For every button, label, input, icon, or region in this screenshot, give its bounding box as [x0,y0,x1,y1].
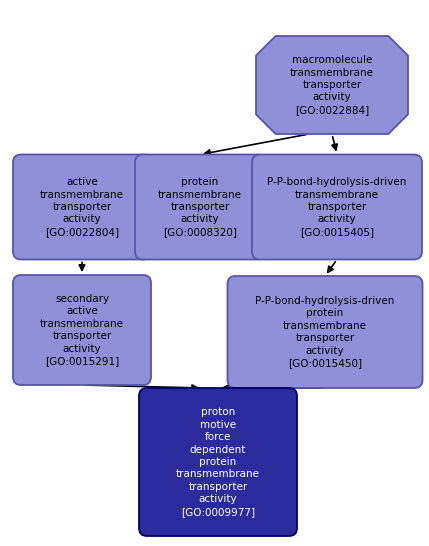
FancyBboxPatch shape [13,155,151,259]
Text: proton
motive
force
dependent
protein
transmembrane
transporter
activity
[GO:000: proton motive force dependent protein tr… [176,407,260,517]
Text: protein
transmembrane
transporter
activity
[GO:0008320]: protein transmembrane transporter activi… [158,177,242,237]
Text: P-P-bond-hydrolysis-driven
protein
transmembrane
transporter
activity
[GO:001545: P-P-bond-hydrolysis-driven protein trans… [255,296,395,368]
FancyBboxPatch shape [227,276,423,388]
Text: P-P-bond-hydrolysis-driven
transmembrane
transporter
activity
[GO:0015405]: P-P-bond-hydrolysis-driven transmembrane… [267,177,407,237]
FancyBboxPatch shape [13,275,151,385]
Text: macromolecule
transmembrane
transporter
activity
[GO:0022884]: macromolecule transmembrane transporter … [290,55,374,115]
FancyBboxPatch shape [135,155,265,259]
FancyBboxPatch shape [252,155,422,259]
Polygon shape [256,36,408,134]
Text: secondary
active
transmembrane
transporter
activity
[GO:0015291]: secondary active transmembrane transport… [40,294,124,366]
Text: active
transmembrane
transporter
activity
[GO:0022804]: active transmembrane transporter activit… [40,177,124,237]
FancyBboxPatch shape [139,388,297,536]
